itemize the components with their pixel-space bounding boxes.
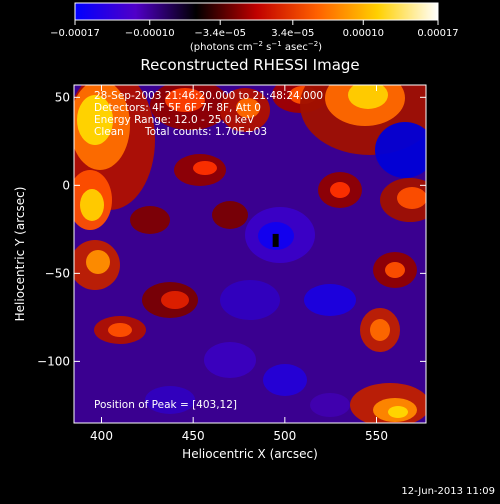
total-counts-label: Total counts: 1.70E+03: [144, 126, 267, 138]
intensity-blob: [204, 342, 256, 378]
colorbar-units: (photons cm−2 s−1 asec−2): [190, 40, 322, 53]
colorbar-tick-label: 0.00010: [343, 28, 384, 39]
y-tick-label: 0: [62, 178, 70, 192]
intensity-blob: [165, 88, 205, 112]
x-axis-label: Heliocentric X (arcsec): [182, 447, 318, 461]
intensity-blob: [397, 187, 426, 209]
intensity-blob: [220, 280, 280, 320]
detectors-label: Detectors: 4F 5F 6F 7F 8F, Att 0: [94, 102, 261, 114]
plot-frame: [73, 84, 427, 424]
heatmap-image: [74, 85, 426, 423]
colorbar-tick-label: −0.00017: [50, 28, 100, 39]
intensity-blob: [236, 98, 260, 118]
intensity-blob: [370, 319, 390, 341]
x-tick-label: 500: [273, 429, 296, 443]
colorbar-tick-label: −3.4e−05: [194, 28, 246, 39]
footer-date: 12-Jun-2013 11:09: [401, 486, 495, 497]
peak-position-label: Position of Peak = [403,12]: [94, 399, 237, 411]
intensity-blob: [375, 122, 426, 178]
intensity-blob: [263, 364, 307, 396]
colorbar: [74, 2, 439, 21]
colorbar-ticks: −0.00017 −0.00010 −3.4e−05 3.4e−05 0.00010 0.…: [50, 20, 459, 39]
intensity-blob: [80, 189, 104, 221]
colorbar-tick-label: 0.00017: [417, 28, 458, 39]
intensity-blob: [161, 291, 189, 309]
intensity-blob: [330, 182, 350, 198]
y-tick-label: −50: [45, 266, 70, 280]
y-tick-label: −100: [37, 354, 70, 368]
intensity-blob: [130, 206, 170, 234]
method-label: Clean: [94, 126, 124, 138]
x-tick-label: 450: [182, 429, 205, 443]
colorbar-tick-label: 3.4e−05: [271, 28, 314, 39]
intensity-blob: [193, 161, 217, 175]
y-tick-label: 50: [55, 90, 70, 104]
intensity-blob: [304, 284, 356, 316]
intensity-blob: [385, 262, 405, 278]
intensity-blob: [212, 201, 248, 229]
intensity-blob: [348, 85, 388, 109]
intensity-blob: [388, 406, 408, 418]
colorbar-tick-label: −0.00010: [125, 28, 175, 39]
intensity-blob: [77, 95, 113, 145]
intensity-blob: [108, 323, 132, 337]
chart-title: Reconstructed RHESSI Image: [140, 56, 359, 74]
intensity-peak-marker: [272, 233, 279, 247]
time-range-label: 28-Sep-2003 21:46:20.000 to 21:48:24.000: [94, 90, 323, 102]
x-tick-label: 550: [365, 429, 388, 443]
intensity-blob: [86, 250, 110, 274]
intensity-blob: [145, 386, 195, 414]
y-axis-label: Heliocentric Y (arcsec): [13, 187, 27, 322]
intensity-blob: [310, 393, 350, 417]
energy-range-label: Energy Range: 12.0 - 25.0 keV: [94, 114, 255, 126]
x-tick-label: 400: [90, 429, 113, 443]
